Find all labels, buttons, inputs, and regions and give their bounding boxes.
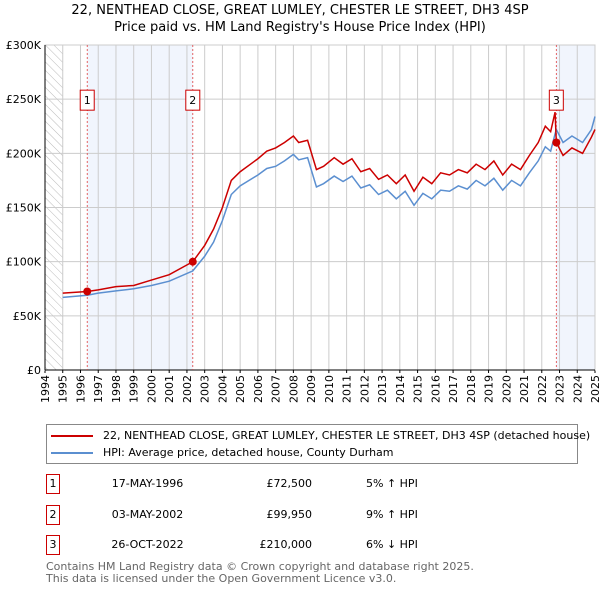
x-tick-label: 2010 [323,375,336,403]
legend-red-line [51,435,93,437]
x-tick-label: 2009 [305,375,318,403]
x-tick-label: 2013 [376,375,389,403]
legend: 22, NENTHEAD CLOSE, GREAT LUMLEY, CHESTE… [46,424,590,464]
x-tick-label: 1997 [92,375,105,403]
x-tick-label: 2024 [571,375,584,403]
x-tick-label: 2019 [483,375,496,403]
x-tick-label: 1996 [74,375,87,403]
sale-badge: 1 [46,474,60,494]
sale-hpi: 9% ↑ HPI [366,508,418,521]
x-tick-label: 2016 [429,375,442,403]
x-tick-label: 2003 [199,375,212,403]
x-tick-label: 1995 [57,375,70,403]
legend-blue-line [51,452,93,454]
x-tick-label: 1998 [110,375,123,403]
sale-point [188,257,197,266]
sale-label: 1 [84,94,91,107]
sale-date: 03-MAY-2002 [111,508,184,521]
sale-label-box [185,89,201,111]
sale-price: £210,000 [259,538,313,551]
sale-date: 26-OCT-2022 [111,538,184,551]
x-tick-label: 2025 [589,375,600,403]
sale-hpi: 5% ↑ HPI [366,477,418,490]
x-tick-label: 2022 [536,375,549,403]
sale-row: 2 03-MAY-2002 £99,950 9% ↑ HPI [46,505,546,525]
x-tick-label: 2008 [287,375,300,403]
footer-line-2: This data is licensed under the Open Gov… [46,572,397,585]
x-tick-label: 2014 [394,375,407,403]
x-tick-label: 2005 [234,375,247,403]
legend-label-hpi: HPI: Average price, detached house, Coun… [103,446,394,459]
hpi-line [62,116,596,299]
footer-line-1: Contains HM Land Registry data © Crown c… [46,560,474,573]
y-tick-label: £50K [13,310,42,323]
x-tick-label: 1999 [128,375,141,403]
x-tick-label: 2017 [447,375,460,403]
sale-date: 17-MAY-1996 [111,477,184,490]
sale-point [552,138,561,147]
sale-label-box [548,89,564,111]
x-tick-label: 2011 [341,375,354,403]
x-tick-label: 2021 [518,375,531,403]
sale-row: 1 17-MAY-1996 £72,500 5% ↑ HPI [46,474,546,494]
price-paid-line [62,112,596,294]
x-tick-label: 2006 [252,375,265,403]
y-tick-label: £150K [6,202,42,215]
sale-label: 2 [189,94,196,107]
legend-label-property: 22, NENTHEAD CLOSE, GREAT LUMLEY, CHESTE… [103,429,591,442]
sale-price: £99,950 [266,508,313,521]
price-chart: 1994 1995 1996 1997 1998 1999 2000 2001 2002 2003… [6,39,600,403]
x-tick-label: 2007 [270,375,283,403]
sale-row: 3 26-OCT-2022 £210,000 6% ↓ HPI [46,535,546,555]
x-tick-label: 2012 [358,375,371,403]
sale-label: 3 [553,94,560,107]
sale-label-box [79,89,95,111]
y-tick-label: £300K [6,39,42,52]
sale-badge: 2 [46,505,60,525]
footer-notice: Contains HM Land Registry data © Crown c… [46,561,474,585]
x-tick-label: 2018 [465,375,478,403]
x-tick-label: 2002 [181,375,194,403]
x-tick-label: 2020 [500,375,513,403]
y-tick-label: £0 [27,364,41,377]
y-tick-label: £200K [6,147,42,160]
x-tick-label: 2004 [216,375,229,403]
sale-hpi: 6% ↓ HPI [366,538,418,551]
y-tick-label: £100K [6,256,42,269]
x-tick-label: 2001 [163,375,176,403]
chart-subtitle: Price paid vs. HM Land Registry's House … [114,20,486,35]
sale-point [83,287,92,296]
y-tick-label: £250K [6,93,42,106]
sale-price: £72,500 [266,477,313,490]
chart-title: 22, NENTHEAD CLOSE, GREAT LUMLEY, CHESTE… [71,3,529,18]
x-tick-label: 2000 [145,375,158,403]
x-tick-label: 1994 [39,375,52,403]
x-tick-label: 2015 [412,375,425,403]
x-tick-label: 2023 [554,375,567,403]
sale-badge: 3 [46,535,60,555]
